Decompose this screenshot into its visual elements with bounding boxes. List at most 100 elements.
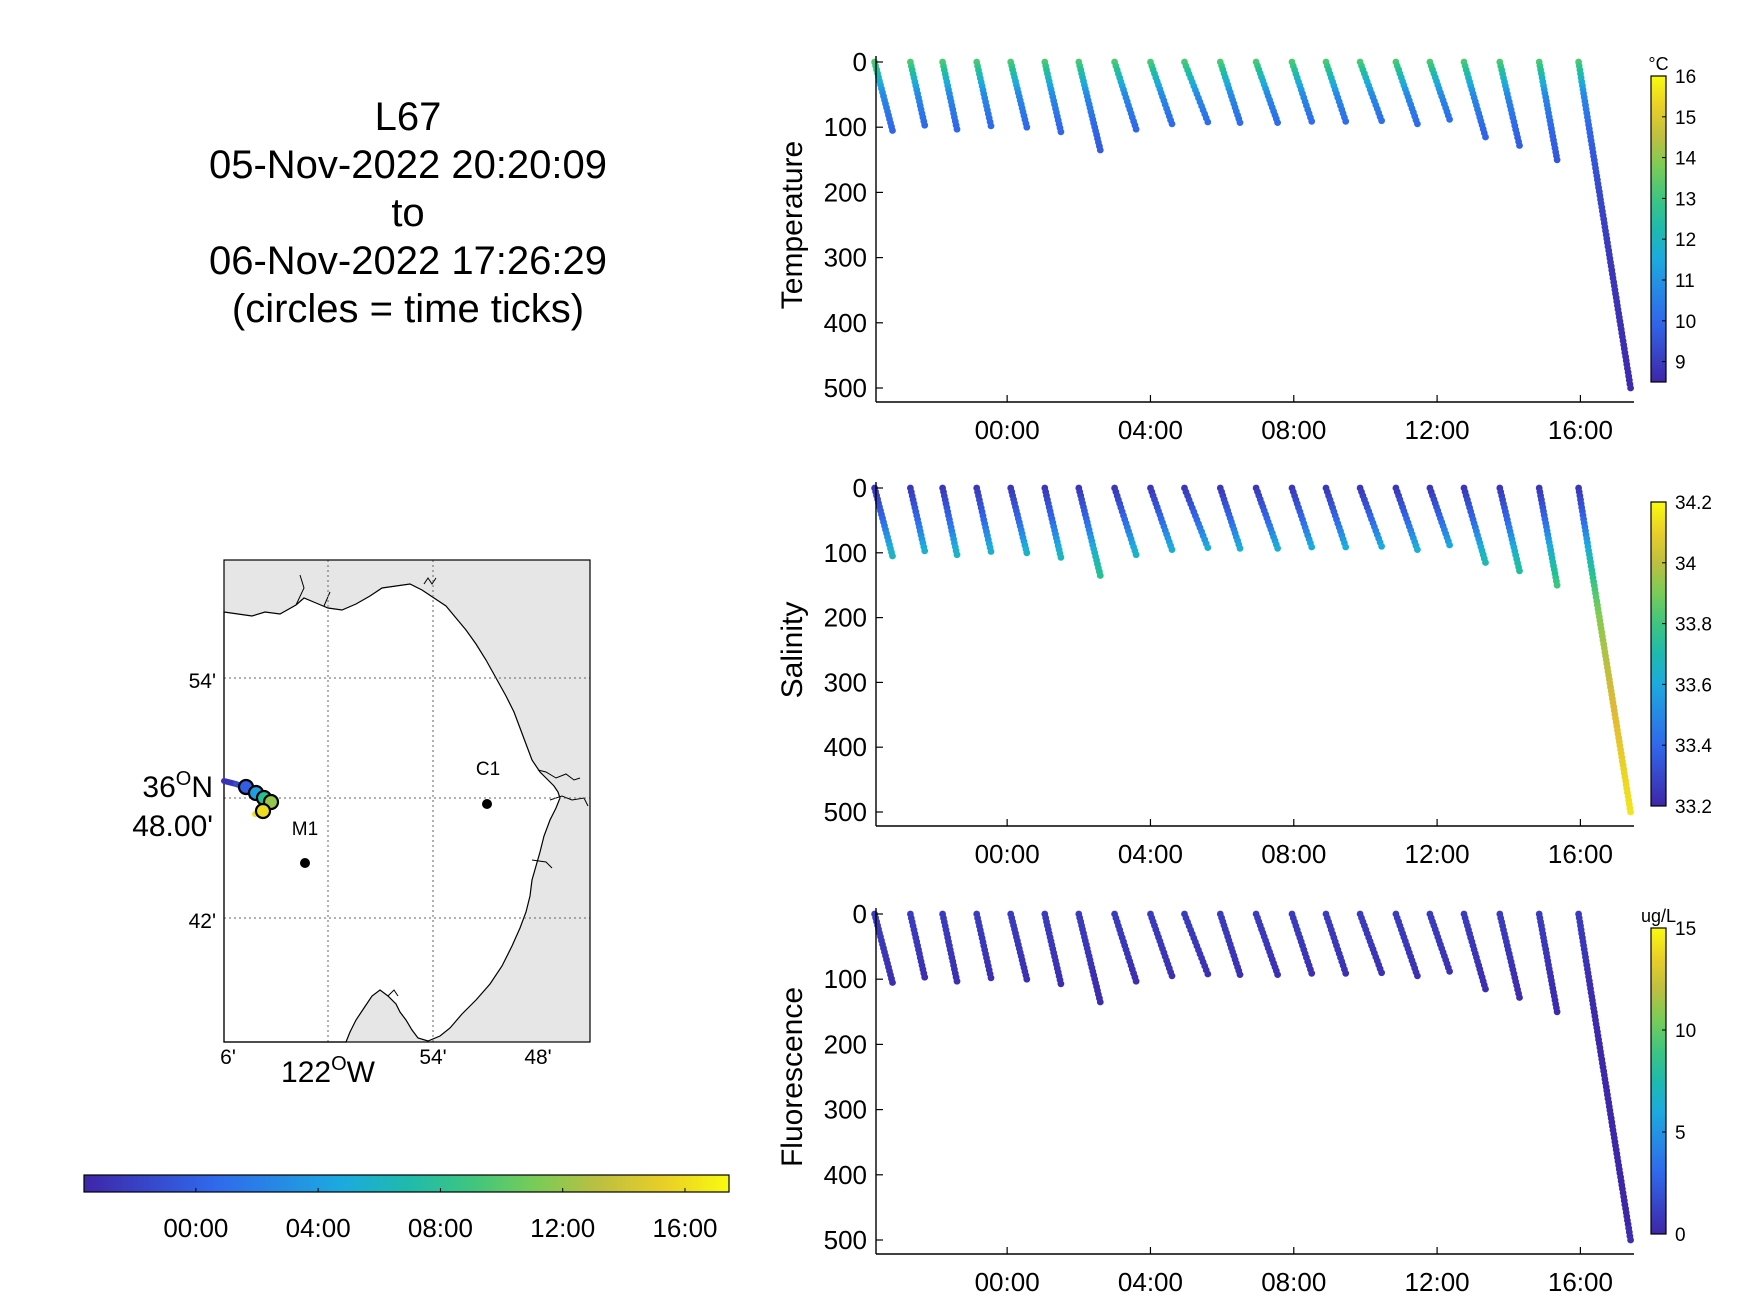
y-tick-label: 200 (824, 177, 867, 207)
data-point (1274, 971, 1281, 978)
data-point (1274, 544, 1281, 552)
time-colorbar-tick-label: 16:00 (652, 1213, 717, 1243)
station-m1-marker (300, 858, 310, 868)
data-point (1482, 559, 1489, 566)
data-point (1482, 133, 1489, 141)
colorbar-tick-label: 10 (1675, 312, 1696, 333)
data-point (1342, 117, 1350, 125)
station-m1-label: M1 (292, 819, 318, 840)
data-point (953, 125, 961, 133)
data-point (889, 552, 896, 560)
data-point (1204, 970, 1212, 978)
colorbar-tick-label: 5 (1675, 1123, 1686, 1144)
data-point (1627, 1236, 1634, 1244)
data-point (1446, 968, 1453, 975)
data-point (1516, 142, 1523, 149)
figure-title: L67 05-Nov-2022 20:20:09 to 06-Nov-2022 … (209, 95, 607, 331)
data-point (1057, 553, 1065, 561)
data-point (889, 127, 896, 134)
x-tick-label: 16:00 (1548, 415, 1613, 445)
x-tick-label: 12:00 (1405, 415, 1470, 445)
data-point (1378, 969, 1385, 977)
colorbar-tick-label: 33.2 (1675, 797, 1712, 818)
y-tick-label: 500 (824, 373, 867, 403)
map-lon-tick-6: 6' (220, 1046, 236, 1069)
data-point (1414, 120, 1421, 128)
colorbar-unit: ug/L (1641, 906, 1676, 926)
data-point (921, 547, 929, 555)
data-point (1308, 117, 1316, 125)
data-point (1553, 1008, 1561, 1016)
data-point (1204, 544, 1212, 551)
time-colorbar-tick-label: 04:00 (286, 1213, 351, 1243)
y-axis-label: Temperature (776, 141, 809, 309)
x-tick-label: 12:00 (1405, 1267, 1470, 1297)
time-colorbar-tick-label: 12:00 (530, 1213, 595, 1243)
x-tick-label: 08:00 (1261, 839, 1326, 869)
y-tick-label: 100 (824, 964, 867, 994)
data-point (1482, 985, 1489, 993)
y-axis-label: Fluorescence (776, 987, 809, 1167)
title-line-3: to (391, 191, 424, 235)
y-tick-label: 0 (853, 473, 867, 503)
title-line-4: 06-Nov-2022 17:26:29 (209, 239, 607, 283)
y-tick-label: 200 (824, 1029, 867, 1059)
x-tick-label: 12:00 (1405, 839, 1470, 869)
data-point (889, 979, 896, 986)
title-line-5: (circles = time ticks) (232, 287, 584, 331)
data-point (1168, 972, 1176, 980)
y-tick-label: 500 (824, 1225, 867, 1255)
data-point (1057, 980, 1065, 988)
time-colorbar-bar (83, 1174, 730, 1193)
colorbar-tick-label: 0 (1675, 1225, 1686, 1246)
time-colorbar-tick-label: 08:00 (408, 1213, 473, 1243)
map-lon-degree-label: 122OW (281, 1053, 376, 1089)
station-c1-marker (482, 799, 492, 809)
colorbar-unit: °C (1648, 54, 1668, 74)
x-tick-label: 04:00 (1118, 1267, 1183, 1297)
data-point (1414, 546, 1421, 553)
data-point (1236, 971, 1244, 978)
y-tick-label: 400 (824, 308, 867, 338)
y-tick-label: 300 (824, 1095, 867, 1125)
data-point (1096, 998, 1104, 1006)
data-point (1274, 119, 1281, 126)
data-point (1378, 117, 1385, 125)
time-colorbar-tick-label: 00:00 (163, 1213, 228, 1243)
y-tick-label: 300 (824, 243, 867, 273)
colorbar-tick-label: 14 (1675, 149, 1697, 170)
y-tick-label: 100 (824, 538, 867, 568)
data-point (1553, 156, 1561, 164)
data-point (1342, 543, 1350, 551)
map-lon-tick-54: 54' (419, 1046, 446, 1069)
map-inlet (531, 859, 553, 869)
data-point (1132, 977, 1140, 985)
x-tick-label: 08:00 (1261, 1267, 1326, 1297)
map-river (295, 574, 305, 606)
data-point (1516, 994, 1523, 1001)
x-tick-label: 04:00 (1118, 839, 1183, 869)
map-ocean (223, 583, 561, 1043)
colorbar-tick-label: 13 (1675, 189, 1696, 210)
data-point (1023, 975, 1031, 983)
map-point (387, 989, 399, 997)
salinity-profiles (871, 484, 1634, 816)
data-point (1057, 128, 1065, 136)
data-point (1204, 118, 1212, 126)
x-tick-label: 08:00 (1261, 415, 1326, 445)
title-line-1: L67 (375, 95, 442, 139)
data-point (1446, 541, 1453, 549)
temperature-profiles (871, 58, 1634, 392)
map-graticule (224, 560, 590, 1042)
colorbar-tick-label: 34 (1675, 554, 1697, 575)
colorbar-tick-label: 15 (1675, 108, 1696, 129)
colorbar-tick-label: 33.8 (1675, 615, 1712, 636)
x-tick-label: 04:00 (1118, 415, 1183, 445)
map-slough (549, 795, 589, 807)
colorbar-tick-label: 9 (1675, 353, 1686, 374)
fluorescence-profiles (871, 910, 1634, 1244)
data-point (921, 121, 929, 129)
y-axis-label: Salinity (776, 602, 809, 699)
degree-symbol: O (176, 768, 192, 790)
data-point (1516, 567, 1523, 575)
